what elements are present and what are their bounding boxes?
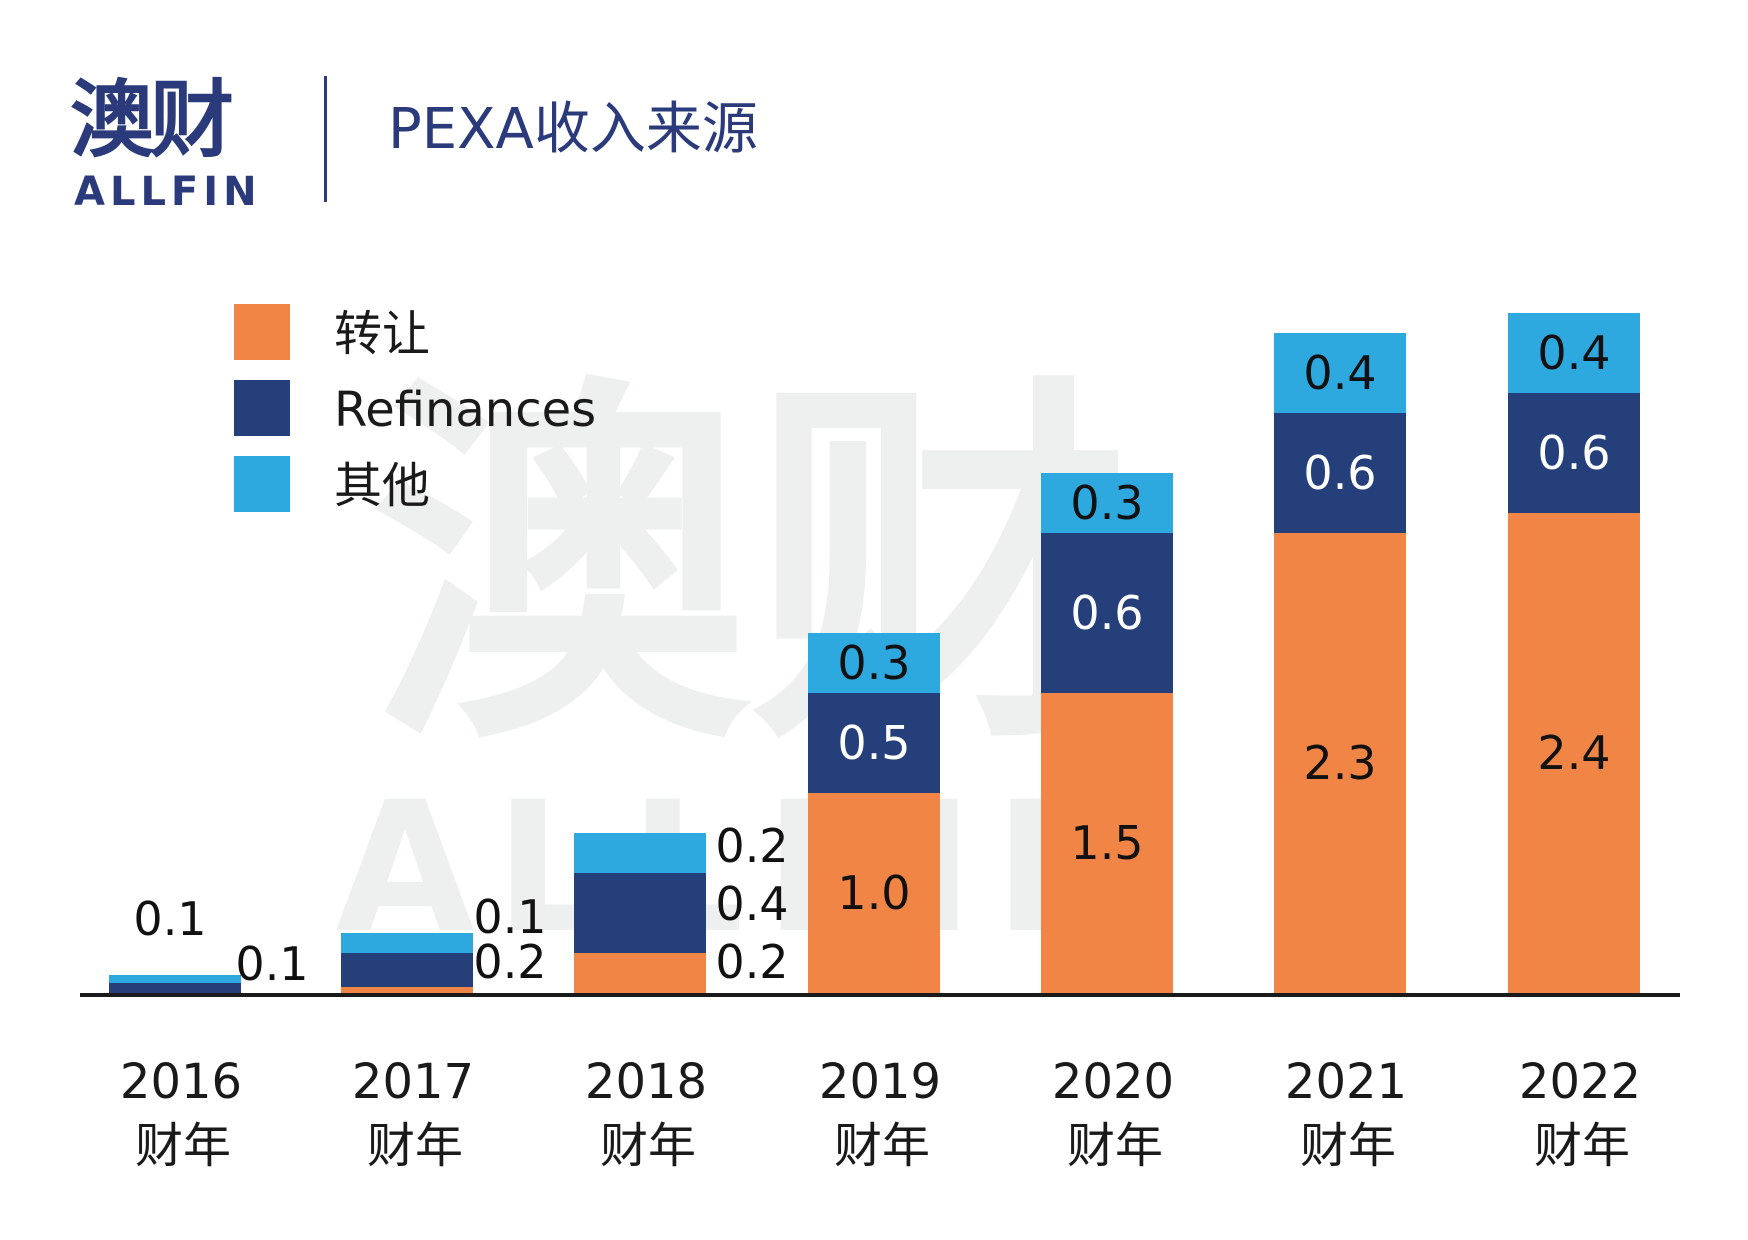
bar-其他-2020	[1041, 473, 1173, 533]
legend-swatch-refinances	[234, 380, 290, 436]
x-tick-label-2020-line2: 财年	[1067, 1118, 1163, 1174]
data-label-refinances-2019: 0.5	[837, 716, 910, 770]
x-tick-label-2018-line1: 2018	[585, 1054, 707, 1110]
bar-refinances-2016	[109, 983, 241, 993]
bar-转让-2017	[341, 987, 473, 993]
data-label-refinances-2020: 0.6	[1070, 586, 1143, 640]
x-tick-label-2020-line1: 2020	[1052, 1054, 1174, 1110]
bar-refinances-2022	[1508, 393, 1640, 513]
bar-转让-2020	[1041, 693, 1173, 993]
x-tick-label-2022-line1: 2022	[1519, 1054, 1641, 1110]
data-label-其他-2021: 0.4	[1303, 346, 1376, 400]
data-label-其他-2018: 0.2	[715, 819, 788, 873]
chart-title: PEXA收入来源	[388, 97, 758, 162]
data-label-refinances-2022: 0.6	[1537, 426, 1610, 480]
legend: 转让 Refinances 其他	[234, 304, 596, 514]
bar-其他-2019	[808, 633, 940, 693]
legend-label-转让: 转让	[334, 306, 430, 362]
bar-refinances-2017	[341, 953, 473, 987]
legend-swatch-其他	[234, 456, 290, 512]
bar-其他-2021	[1274, 333, 1406, 413]
x-tick-label-2018-line2: 财年	[600, 1118, 696, 1174]
data-label-转让-2019: 1.0	[837, 866, 910, 920]
x-tick-label-2021-line1: 2021	[1285, 1054, 1407, 1110]
data-label-其他-2016: 0.1	[133, 892, 206, 946]
bar-refinances-2019	[808, 693, 940, 793]
logo-text-en: ALLFIN	[74, 169, 262, 215]
bar-其他-2018	[574, 833, 706, 873]
header-divider	[324, 76, 327, 202]
bar-转让-2022	[1508, 513, 1640, 993]
x-tick-label-2021-line2: 财年	[1300, 1118, 1396, 1174]
data-label-refinances-2021: 0.6	[1303, 446, 1376, 500]
data-label-转让-2020: 1.5	[1070, 816, 1143, 870]
watermark-text-cn: 澳财	[370, 347, 1130, 790]
data-label-其他-2020: 0.3	[1070, 476, 1143, 530]
bar-其他-2017	[341, 933, 473, 953]
x-tick-label-2016-line2: 财年	[135, 1118, 231, 1174]
bar-转让-2019	[808, 793, 940, 993]
x-tick-label-2016-line1: 2016	[120, 1054, 242, 1110]
legend-label-refinances: Refinances	[334, 382, 596, 438]
bar-refinances-2018	[574, 873, 706, 953]
x-axis-labels: 2016 财年 2017 财年 2018 财年 2019 财年 2020 财年 2021 财年 2022…	[120, 1054, 1641, 1174]
data-label-refinances-2018: 0.4	[715, 877, 788, 931]
x-tick-label-2022-line2: 财年	[1534, 1118, 1630, 1174]
data-label-转让-2021: 2.3	[1303, 736, 1376, 790]
data-label-refinances-2017: 0.2	[473, 935, 546, 989]
logo-text-cn: 澳财	[70, 71, 234, 169]
data-label-其他-2017: 0.1	[473, 890, 546, 944]
bar-refinances-2020	[1041, 533, 1173, 693]
header: 澳财 ALLFIN PEXA收入来源	[0, 0, 1748, 220]
x-tick-label-2017-line2: 财年	[367, 1118, 463, 1174]
allfin-logo: 澳财 ALLFIN	[70, 71, 270, 215]
x-tick-label-2017-line1: 2017	[352, 1054, 474, 1110]
data-label-其他-2022: 0.4	[1537, 326, 1610, 380]
data-label-其他-2019: 0.3	[837, 636, 910, 690]
bars: 0.10.10.20.10.20.40.21.00.50.31.50.60.32…	[109, 313, 1640, 993]
bar-refinances-2021	[1274, 413, 1406, 533]
legend-label-其他: 其他	[334, 458, 430, 514]
data-label-refinances-2016: 0.1	[235, 937, 308, 991]
bar-其他-2016	[109, 975, 241, 983]
legend-swatch-转让	[234, 304, 290, 360]
data-label-转让-2022: 2.4	[1537, 726, 1610, 780]
bar-转让-2018	[574, 953, 706, 993]
x-tick-label-2019-line1: 2019	[819, 1054, 941, 1110]
bar-转让-2021	[1274, 533, 1406, 993]
bar-其他-2022	[1508, 313, 1640, 393]
data-label-转让-2018: 0.2	[715, 935, 788, 989]
x-tick-label-2019-line2: 财年	[834, 1118, 930, 1174]
